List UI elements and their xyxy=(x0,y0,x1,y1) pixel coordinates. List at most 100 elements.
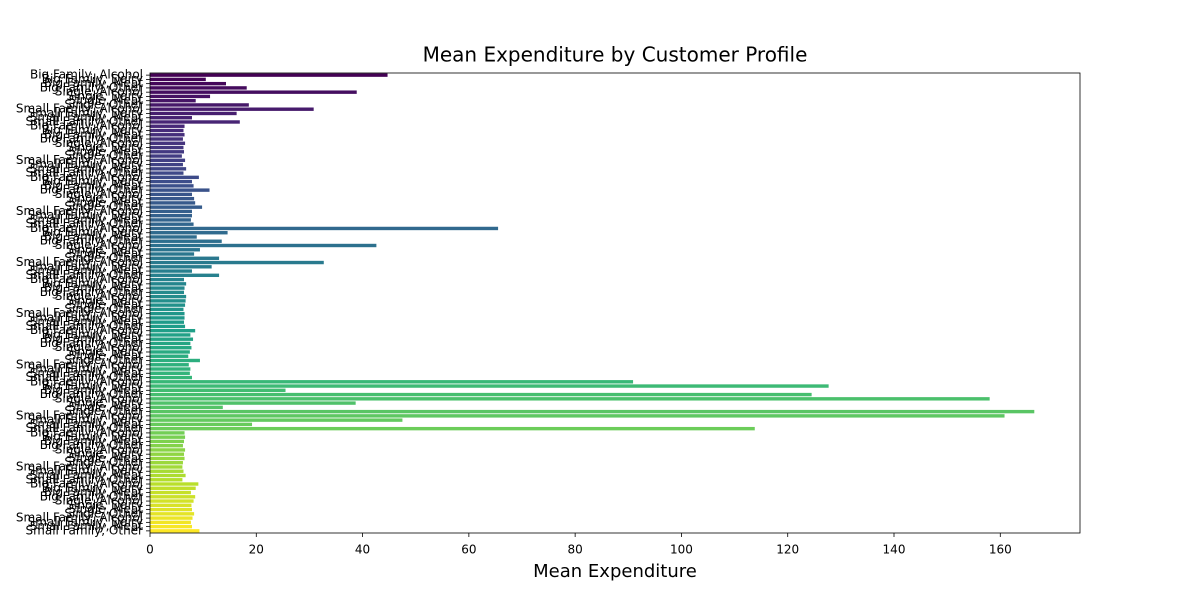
bar xyxy=(150,299,186,303)
bar xyxy=(150,524,192,529)
y-tick-label: Small Family, Dairy xyxy=(28,362,143,376)
x-tick-label: 0 xyxy=(146,543,154,557)
y-tick-label: Big Family, Meat xyxy=(44,485,143,499)
bar xyxy=(150,346,192,350)
y-tick-label: Big Family, Dairy xyxy=(42,430,143,444)
y-tick-label: Big Family, Alcohol xyxy=(30,68,143,82)
y-tick-label: Small Family, Alcohol xyxy=(16,511,143,525)
y-tick-label: Big Family, Other xyxy=(40,489,143,503)
y-tick-label: Small Family, Other xyxy=(26,268,144,282)
y-tick-label: Big Family, Other xyxy=(40,132,143,146)
bar xyxy=(150,145,184,150)
bar xyxy=(150,256,220,260)
bar xyxy=(150,128,184,133)
bar xyxy=(150,77,206,82)
y-tick-label: Big Family, Meat xyxy=(44,229,143,243)
y-tick-label: Single, Alcohol xyxy=(55,238,143,252)
bar xyxy=(150,239,222,243)
y-tick-label: Single, Dairy xyxy=(67,293,143,307)
y-tick-label: Single, Meat xyxy=(69,451,144,465)
y-tick-label: Big Family, Meat xyxy=(44,178,143,192)
bar xyxy=(150,473,186,478)
y-tick-label: Single, Meat xyxy=(69,400,144,414)
bar xyxy=(150,311,185,316)
bar xyxy=(150,328,196,333)
bar xyxy=(150,294,187,299)
y-tick-label: Big Family, Meat xyxy=(44,383,143,397)
y-tick-label: Single, Other xyxy=(64,353,143,367)
y-tick-label: Big Family, Alcohol xyxy=(30,170,143,184)
y-tick-label: Single, Meat xyxy=(69,144,144,158)
y-tick-label: Single, Dairy xyxy=(67,344,143,358)
bar xyxy=(150,482,199,486)
y-tick-label: Big Family, Dairy xyxy=(42,225,143,239)
bar xyxy=(150,380,634,384)
y-tick-label: Single, Dairy xyxy=(67,191,143,205)
y-tick-label: Big Family, Other xyxy=(40,234,143,248)
y-tick-label: Big Family, Other xyxy=(40,336,143,350)
bar xyxy=(150,158,186,163)
y-tick-label: Small Family, Dairy xyxy=(28,515,143,529)
y-tick-label: Small Family, Meat xyxy=(30,264,143,278)
bar xyxy=(150,324,186,329)
x-tick-label: 120 xyxy=(776,543,799,557)
bar xyxy=(150,397,990,401)
bar xyxy=(150,179,192,184)
bar xyxy=(150,388,286,393)
y-tick-label: Single, Dairy xyxy=(67,396,143,410)
bar xyxy=(150,341,191,346)
y-tick-label: Single, Dairy xyxy=(67,242,143,256)
y-tick-label: Small Family, Meat xyxy=(30,417,143,431)
y-tick-label: Big Family, Meat xyxy=(44,281,143,295)
y-tick-label: Single, Meat xyxy=(69,93,144,107)
bar xyxy=(150,435,186,439)
bar xyxy=(150,107,314,111)
bar xyxy=(150,103,249,107)
bar xyxy=(150,490,191,495)
plot-frame xyxy=(149,72,1081,534)
bar xyxy=(150,333,191,337)
y-tick-label: Big Family, Dairy xyxy=(42,481,143,495)
y-tick-label: Small Family, Alcohol xyxy=(16,204,143,218)
bar xyxy=(150,192,192,197)
bar xyxy=(150,405,223,410)
y-tick-label: Single, Other xyxy=(64,404,143,418)
bar xyxy=(150,303,186,307)
y-tick-label: Single, Dairy xyxy=(67,498,143,512)
bar xyxy=(150,124,185,128)
y-tick-label: Single, Alcohol xyxy=(55,289,143,303)
y-tick-label: Small Family, Meat xyxy=(30,161,143,175)
y-tick-label: Big Family, Other xyxy=(40,438,143,452)
bar xyxy=(150,358,200,363)
bar xyxy=(150,507,192,512)
bar xyxy=(150,465,183,469)
bar xyxy=(150,495,196,499)
bar xyxy=(150,439,185,444)
y-tick-label: Small Family, Alcohol xyxy=(16,102,143,116)
bar xyxy=(150,269,192,273)
y-tick-label: Big Family, Meat xyxy=(44,434,143,448)
bar xyxy=(150,201,196,205)
x-tick-label: 40 xyxy=(355,543,370,557)
bar xyxy=(150,367,191,371)
bar xyxy=(150,188,210,192)
y-tick-label: Big Family, Alcohol xyxy=(30,272,143,286)
bar xyxy=(150,392,812,397)
y-tick-label: Single, Other xyxy=(64,302,143,316)
bar xyxy=(150,414,1005,418)
x-tick-label: 160 xyxy=(989,543,1012,557)
y-tick-label: Big Family, Other xyxy=(40,285,143,299)
bar xyxy=(150,409,1035,414)
y-tick-label: Small Family, Meat xyxy=(30,110,143,124)
y-tick-label: Big Family, Meat xyxy=(44,332,143,346)
x-tick-label: 100 xyxy=(670,543,693,557)
y-tick-label: Small Family, Other xyxy=(26,166,144,180)
bar xyxy=(150,167,187,171)
bar xyxy=(150,98,196,103)
bar xyxy=(150,154,182,158)
bar xyxy=(150,231,228,235)
y-tick-label: Single, Alcohol xyxy=(55,340,143,354)
bar xyxy=(150,86,247,90)
y-tick-label: Small Family, Other xyxy=(26,217,144,231)
y-tick-label: Single, Other xyxy=(64,97,143,111)
